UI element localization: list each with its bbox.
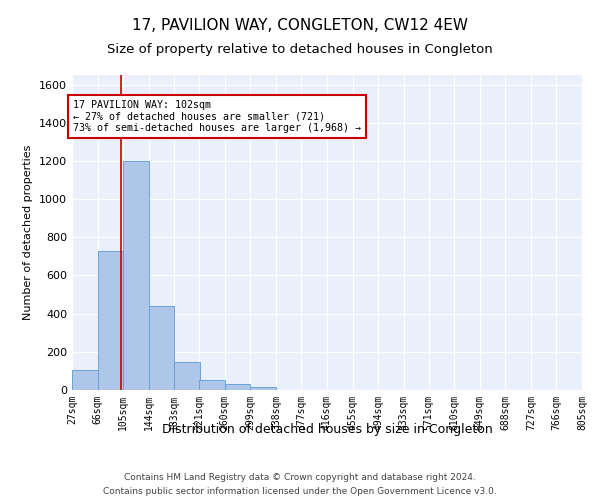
Text: Contains HM Land Registry data © Crown copyright and database right 2024.: Contains HM Land Registry data © Crown c… <box>124 472 476 482</box>
Bar <box>123 161 149 390</box>
Bar <box>199 380 225 390</box>
Bar <box>98 250 123 390</box>
Text: 17, PAVILION WAY, CONGLETON, CW12 4EW: 17, PAVILION WAY, CONGLETON, CW12 4EW <box>132 18 468 32</box>
Text: Distribution of detached houses by size in Congleton: Distribution of detached houses by size … <box>161 422 493 436</box>
Text: 17 PAVILION WAY: 102sqm
← 27% of detached houses are smaller (721)
73% of semi-d: 17 PAVILION WAY: 102sqm ← 27% of detache… <box>73 100 361 133</box>
Bar <box>174 362 200 390</box>
Bar <box>225 384 250 390</box>
Text: Contains public sector information licensed under the Open Government Licence v3: Contains public sector information licen… <box>103 488 497 496</box>
Bar <box>72 370 98 390</box>
Bar <box>149 306 174 390</box>
Y-axis label: Number of detached properties: Number of detached properties <box>23 145 34 320</box>
Text: Size of property relative to detached houses in Congleton: Size of property relative to detached ho… <box>107 42 493 56</box>
Bar <box>250 387 276 390</box>
